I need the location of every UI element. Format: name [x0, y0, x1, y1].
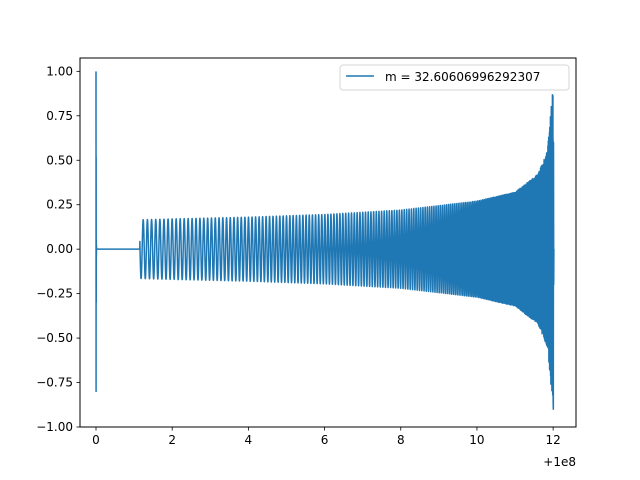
x-tick-label: 10: [469, 433, 484, 447]
x-tick-label: 12: [546, 433, 561, 447]
x-tick-label: 2: [168, 433, 176, 447]
y-tick-label: −0.25: [36, 287, 73, 301]
y-tick-label: 0.75: [46, 109, 73, 123]
legend-label-series-1: m = 32.60606996292307: [385, 70, 540, 84]
x-tick-label: 8: [397, 433, 405, 447]
y-tick-label: −0.50: [36, 331, 73, 345]
x-axis: 0 2 4 6 8 10 12: [92, 427, 561, 447]
y-tick-label: 0.25: [46, 198, 73, 212]
y-tick-label: 0.50: [46, 153, 73, 167]
y-tick-label: 1.00: [46, 64, 73, 78]
legend-box: [339, 64, 570, 91]
y-tick-label: −0.75: [36, 376, 73, 390]
y-tick-label: −1.00: [36, 420, 73, 434]
x-tick-label: 6: [321, 433, 329, 447]
series-line-m: [95, 71, 555, 410]
y-tick-label: 0.00: [46, 242, 73, 256]
plot-area: [95, 71, 555, 410]
legend: m = 32.60606996292307: [339, 64, 570, 91]
x-tick-label: 4: [245, 433, 253, 447]
x-offset-label: +1e8: [543, 455, 576, 469]
x-tick-label: 0: [92, 433, 100, 447]
axes-frame: [79, 57, 577, 428]
y-axis: −1.00 −0.75 −0.50 −0.25 0.00 0.25 0.50 0.75 1.00: [36, 64, 80, 434]
